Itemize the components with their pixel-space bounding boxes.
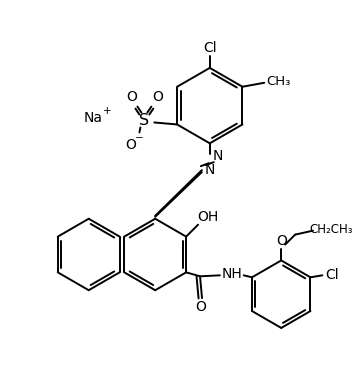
Text: S: S — [139, 113, 150, 128]
Text: NH: NH — [221, 267, 242, 281]
Text: CH₂CH₃: CH₂CH₃ — [309, 223, 353, 236]
Text: +: + — [103, 106, 112, 115]
Text: −: − — [135, 133, 144, 143]
Text: O: O — [195, 300, 206, 314]
Text: OH: OH — [197, 210, 219, 224]
Text: Na: Na — [83, 111, 102, 125]
Text: Cl: Cl — [325, 268, 339, 282]
Text: N: N — [205, 163, 215, 177]
Text: CH₃: CH₃ — [266, 75, 290, 88]
Text: O: O — [152, 90, 163, 104]
Text: O: O — [276, 234, 287, 247]
Text: O: O — [125, 138, 136, 152]
Text: O: O — [126, 90, 137, 104]
Text: Cl: Cl — [203, 41, 217, 55]
Text: N: N — [213, 149, 223, 163]
